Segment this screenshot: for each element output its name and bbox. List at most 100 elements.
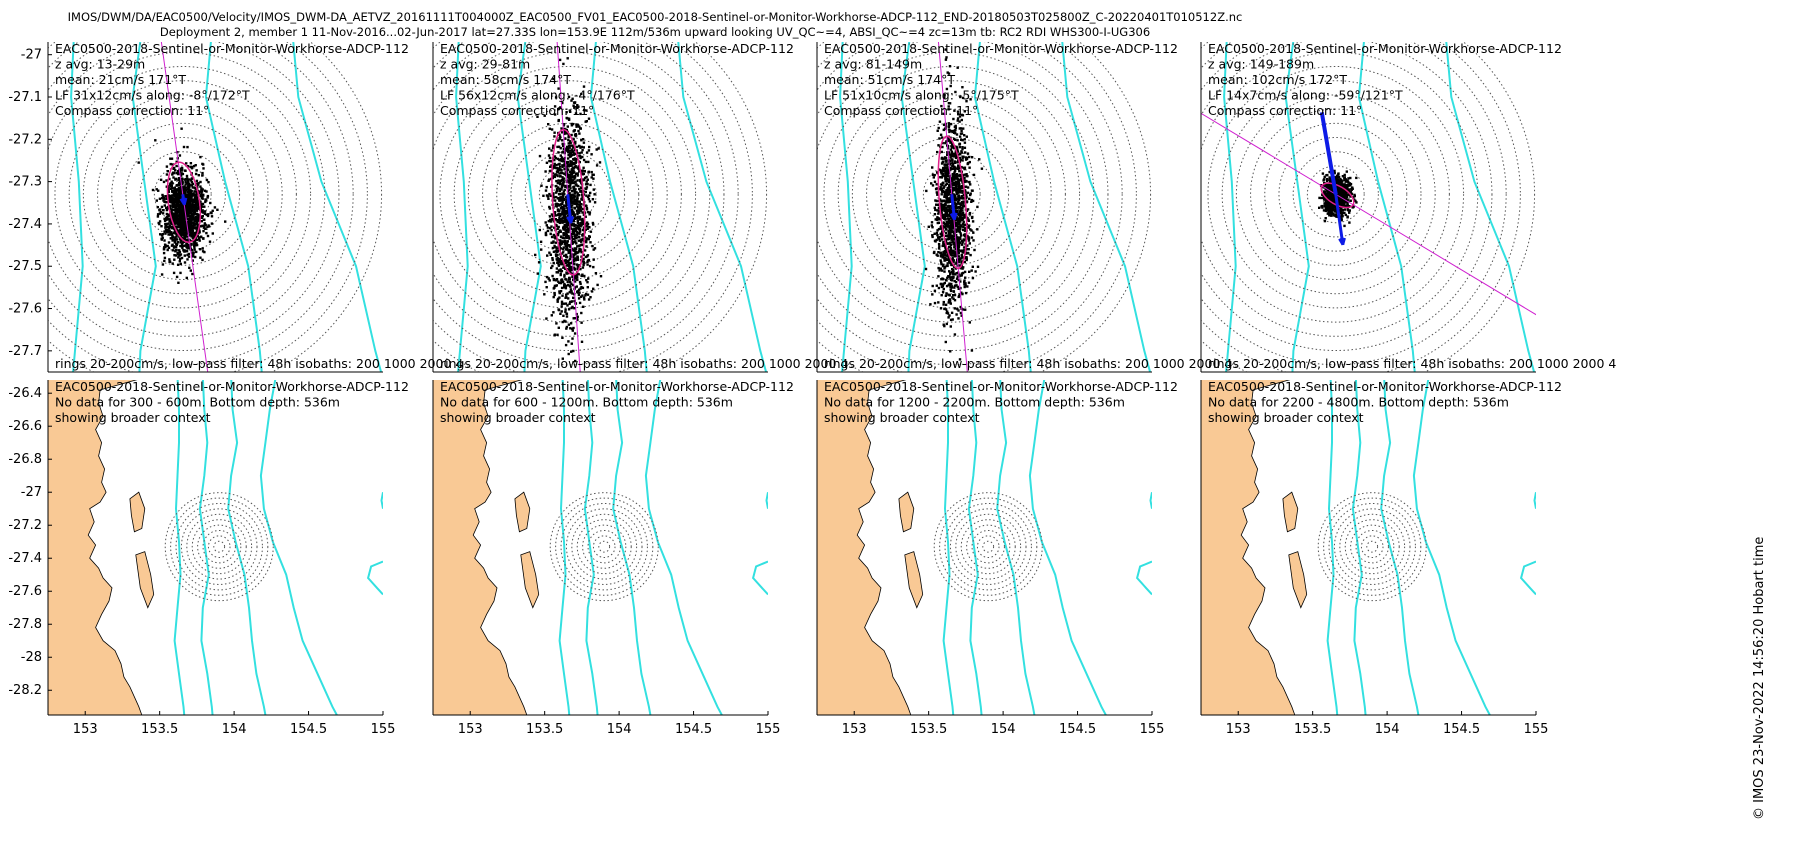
scatter-point [179,223,182,227]
scatter-point [177,178,180,181]
scatter-point [551,274,554,278]
scatter-point [949,197,952,200]
scatter-point [581,228,585,232]
scatter-point [200,191,203,195]
scatter-point [571,97,574,100]
scatter-point [555,246,558,249]
panel-annotation: LF 51x10cm/s along: -5°/175°T [824,88,1019,103]
scatter-point [206,194,210,198]
scatter-point [190,189,193,193]
scatter-point [959,211,962,214]
velocity-ring [48,42,383,372]
scatter-point [194,220,197,223]
scatter-point [536,115,539,118]
scatter-point [201,215,204,218]
scatter-point [940,227,943,230]
scatter-point [163,246,166,249]
scatter-point [552,295,555,299]
scatter-point [559,206,563,209]
scatter-point [201,197,204,200]
scatter-point [179,241,182,244]
velocity-scatter [534,57,603,363]
scatter-point [570,342,573,345]
scatter-point [178,204,182,208]
scatter-point [952,266,956,269]
scatter-point [561,210,564,214]
scatter-point [565,220,568,223]
scatter-point [564,239,567,243]
scatter-point [581,138,585,141]
scatter-point [941,244,944,248]
scatter-point [570,122,573,126]
scatter-point [570,241,573,244]
scatter-point [936,193,939,196]
scatter-point [178,218,181,221]
scatter-point [161,196,164,200]
scatter-point [574,188,577,191]
scatter-point [948,236,951,239]
scatter-point [563,207,566,210]
scatter-point [181,246,184,250]
scatter-point [572,187,575,190]
scatter-point [194,215,198,219]
scatter-point [176,221,179,224]
scatter-point [573,148,576,151]
velocity-rings [817,42,1152,372]
scatter-point [213,206,217,209]
scatter-point [553,135,556,138]
scatter-point [941,216,944,219]
scatter-point [961,206,964,210]
scatter-point [949,185,952,188]
scatter-point [960,185,964,188]
velocity-ring [866,108,1038,281]
scatter-point [961,211,965,215]
scatter-point [588,235,591,238]
scatter-point [564,196,568,199]
scatter-point [970,269,973,272]
scatter-point [180,245,184,248]
scatter-point [938,198,942,201]
scatter-point [952,290,955,293]
scatter-point [185,246,189,249]
scatter-point [972,173,976,177]
scatter-point [940,170,944,173]
scatter-point [160,273,164,276]
scatter-point [945,292,948,295]
scatter-point [157,189,160,192]
scatter-point [164,195,167,198]
scatter-point [940,269,944,272]
scatter-point [195,209,199,212]
scatter-point [940,150,943,154]
scatter-point [592,188,595,191]
scatter-point [178,179,182,182]
scatter-point [584,215,587,218]
isobath-line [70,42,84,372]
scatter-point [942,199,946,202]
scatter-point [948,65,952,68]
scatter-point [201,211,205,214]
scatter-point [574,172,578,176]
scatter-point [191,207,194,210]
scatter-point [175,225,178,228]
scatter-point [583,108,586,112]
scatter-point [961,96,965,100]
scatter-point [976,205,979,209]
scatter-point [553,113,557,116]
scatter-point [167,214,170,217]
scatter-point [562,62,565,66]
scatter-point [534,253,537,257]
velocity-ring [433,51,711,337]
scatter-point [190,234,193,237]
scatter-point [184,183,187,186]
y-tick-label: -27.4 [8,217,42,232]
scatter-point [1320,205,1323,208]
scatter-point [553,226,556,229]
scatter-point [947,210,950,213]
scatter-point [947,225,951,228]
scatter-point [205,178,209,182]
scatter-point [168,198,172,201]
scatter-point [949,84,952,88]
scatter-point [563,282,566,286]
scatter-point [165,218,168,221]
scatter-point [561,178,565,181]
